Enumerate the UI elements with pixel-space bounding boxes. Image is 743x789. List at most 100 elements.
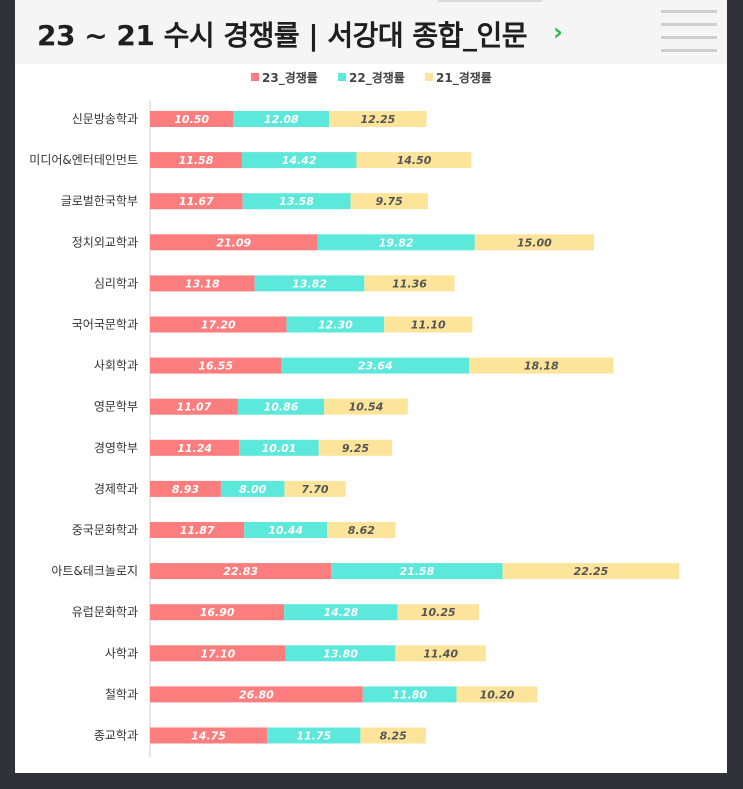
category-label: 종교학과 bbox=[94, 729, 138, 743]
data-label-3: 14.50 bbox=[397, 154, 432, 167]
bar-segment-1 bbox=[150, 563, 332, 580]
category-label: 영문학부 bbox=[94, 400, 138, 414]
page-title: 23 ~ 21 수시 경쟁률 | 서강대 종합_인문 bbox=[37, 19, 527, 52]
bar-segment-2 bbox=[233, 111, 330, 127]
bar-segment-3 bbox=[327, 522, 396, 538]
bar-segment-3 bbox=[350, 193, 428, 210]
bar-segment-2 bbox=[241, 152, 357, 169]
bar-segment-1 bbox=[150, 686, 363, 703]
bar-segment-1 bbox=[150, 645, 286, 662]
bar-segment-1 bbox=[150, 357, 282, 374]
data-label-1: 11.07 bbox=[177, 401, 212, 414]
data-label-2: 21.58 bbox=[400, 565, 435, 578]
data-label-3: 9.25 bbox=[342, 442, 369, 455]
bar-segment-2 bbox=[317, 234, 475, 251]
data-label-2: 8.00 bbox=[239, 483, 266, 496]
data-label-2: 10.86 bbox=[264, 401, 299, 414]
bar-segment-3 bbox=[474, 234, 594, 251]
data-label-2: 13.80 bbox=[323, 647, 358, 660]
data-label-3: 11.40 bbox=[423, 647, 458, 660]
bar-segment-2 bbox=[286, 316, 385, 333]
data-label-3: 8.62 bbox=[348, 524, 375, 537]
data-label-1: 16.90 bbox=[200, 606, 235, 619]
data-label-1: 11.87 bbox=[180, 524, 215, 537]
data-label-2: 10.44 bbox=[268, 524, 303, 537]
data-label-2: 11.80 bbox=[392, 688, 427, 701]
bar-segment-1 bbox=[150, 152, 242, 169]
bar-segment-3 bbox=[324, 398, 408, 415]
category-label: 사학과 bbox=[105, 646, 138, 660]
data-label-1: 11.67 bbox=[179, 195, 214, 208]
bar-segment-1 bbox=[150, 604, 285, 621]
category-label: 신문방송학과 bbox=[72, 112, 138, 126]
legend-swatch-1 bbox=[251, 73, 259, 81]
legend-swatch-3 bbox=[425, 73, 433, 81]
page-header: 23 ~ 21 수시 경쟁률 | 서강대 종합_인문 › bbox=[15, 0, 727, 64]
data-label-2: 13.58 bbox=[279, 195, 314, 208]
bar-segment-3 bbox=[469, 357, 614, 374]
category-label: 글로벌한국학부 bbox=[61, 194, 138, 208]
data-label-1: 26.80 bbox=[239, 688, 274, 701]
legend-label-3: 21_경쟁률 bbox=[436, 70, 492, 86]
data-label-3: 11.36 bbox=[392, 277, 427, 290]
data-label-3: 10.25 bbox=[421, 606, 456, 619]
bar-segment-2 bbox=[242, 193, 351, 210]
data-label-3: 9.75 bbox=[376, 195, 403, 208]
data-label-2: 19.82 bbox=[379, 236, 414, 249]
data-label-2: 11.75 bbox=[296, 730, 331, 743]
chevron-right-icon[interactable]: › bbox=[553, 18, 563, 46]
bar-segment-1 bbox=[150, 234, 318, 251]
data-label-2: 12.08 bbox=[264, 113, 299, 126]
bar-segment-2 bbox=[237, 398, 325, 415]
bar-segment-3 bbox=[502, 563, 680, 580]
data-label-1: 17.20 bbox=[201, 319, 236, 332]
bar-segment-3 bbox=[384, 316, 473, 333]
bar-segment-3 bbox=[356, 152, 472, 169]
bar-segment-2 bbox=[285, 645, 396, 662]
bar-segment-2 bbox=[254, 275, 365, 292]
category-label: 경영학부 bbox=[94, 441, 138, 455]
bar-segment-1 bbox=[150, 275, 255, 292]
data-label-1: 17.10 bbox=[200, 647, 235, 660]
bar-segment-3 bbox=[364, 275, 455, 292]
bar-segment-2 bbox=[244, 522, 328, 538]
bar-segment-1 bbox=[150, 439, 240, 456]
data-label-2: 23.64 bbox=[358, 360, 393, 373]
bar-segment-3 bbox=[456, 686, 538, 703]
data-label-1: 22.83 bbox=[223, 565, 258, 578]
category-label: 철학과 bbox=[105, 687, 138, 701]
bar-segment-3 bbox=[284, 480, 346, 497]
bar-segment-2 bbox=[362, 686, 457, 703]
data-label-1: 8.93 bbox=[172, 483, 199, 496]
data-label-3: 18.18 bbox=[524, 360, 559, 373]
bar-segment-3 bbox=[360, 727, 426, 744]
data-label-3: 12.25 bbox=[361, 113, 396, 126]
bar-segment-2 bbox=[267, 727, 361, 744]
category-label: 미디어&엔터테인먼트 bbox=[29, 153, 138, 167]
legend-swatch-2 bbox=[338, 73, 346, 81]
category-label: 심리학과 bbox=[94, 276, 138, 290]
category-label: 중국문화학과 bbox=[72, 523, 138, 537]
bar-segment-3 bbox=[397, 604, 479, 621]
data-label-2: 12.30 bbox=[318, 319, 353, 332]
bar-segment-2 bbox=[331, 563, 503, 580]
category-label: 사회학과 bbox=[94, 359, 138, 373]
category-label: 유럽문화학과 bbox=[72, 605, 138, 619]
data-label-2: 14.28 bbox=[323, 606, 358, 619]
data-label-1: 11.24 bbox=[177, 442, 212, 455]
top-accent-line bbox=[438, 0, 542, 2]
data-label-3: 11.10 bbox=[411, 319, 446, 332]
category-label: 경제학과 bbox=[94, 482, 138, 496]
data-label-3: 22.25 bbox=[574, 565, 609, 578]
category-label: 아트&테크놀로지 bbox=[51, 564, 138, 578]
bar-segment-3 bbox=[329, 111, 427, 127]
data-label-1: 11.58 bbox=[179, 154, 214, 167]
data-label-2: 14.42 bbox=[282, 154, 317, 167]
data-label-3: 15.00 bbox=[517, 236, 552, 249]
legend-label-2: 22_경쟁률 bbox=[349, 70, 405, 86]
bar-segment-1 bbox=[150, 316, 287, 333]
bar-segment-1 bbox=[150, 111, 234, 127]
hamburger-menu-icon[interactable] bbox=[661, 10, 717, 54]
bar-segment-2 bbox=[239, 439, 319, 456]
